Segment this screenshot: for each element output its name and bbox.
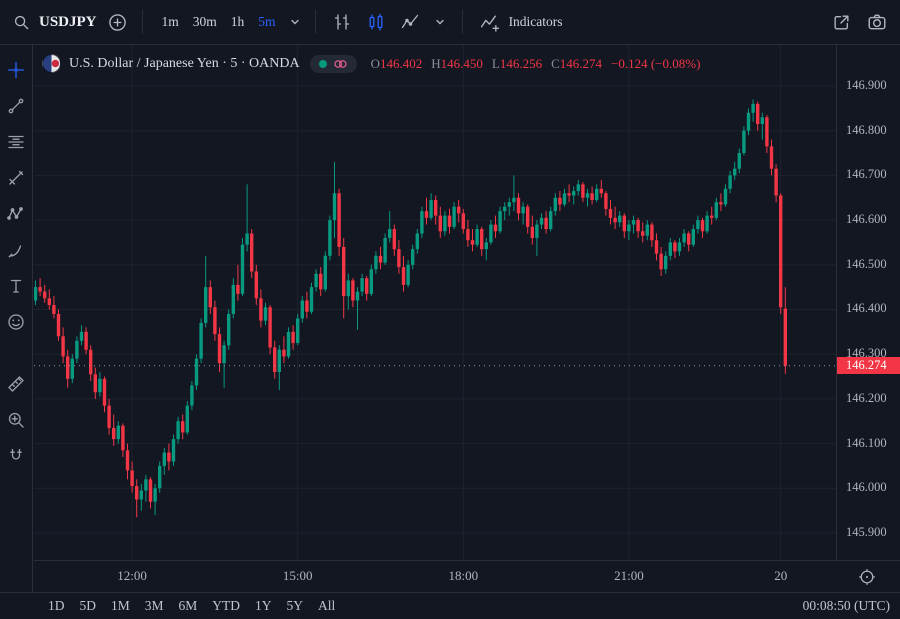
legend-title[interactable]: U.S. Dollar / Japanese Yen · 5 · OANDA [69, 55, 300, 71]
time-axis-label: 12:00 [117, 568, 147, 583]
crosshair-tool[interactable] [4, 58, 28, 82]
range-1D[interactable]: 1D [48, 598, 65, 613]
symbol-button[interactable]: USDJPY [39, 13, 97, 30]
clock[interactable]: 00:08:50 (UTC) [802, 598, 890, 613]
chart-region: U.S. Dollar / Japanese Yen · 5 · OANDA O… [34, 45, 900, 592]
fib-retracement-tool[interactable] [4, 130, 28, 154]
toolbar-divider [461, 10, 463, 34]
time-axis[interactable]: 12:00 15:00 18:00 21:00 20 [34, 560, 900, 592]
indicators-label: Indicators [508, 14, 563, 29]
range-5D[interactable]: 5D [79, 598, 97, 613]
crosshair-icon [7, 61, 25, 79]
top-toolbar: USDJPY 1m 30m 1h 5m Indicators [0, 0, 900, 45]
range-6M[interactable]: 6M [178, 598, 198, 613]
brush-tool[interactable] [4, 238, 28, 262]
date-range-switcher: 1D 5D 1M 3M 6M YTD 1Y 5Y All [48, 598, 335, 614]
text-icon [10, 279, 22, 293]
indicators-button[interactable]: Indicators [477, 10, 563, 35]
zoom-in-tool[interactable] [4, 408, 28, 432]
low-value: L146.256 [491, 55, 543, 71]
legend-toggle-pill[interactable] [309, 54, 357, 73]
time-axis-label: 18:00 [448, 568, 479, 583]
magnet-tool[interactable] [4, 444, 28, 468]
share-icon[interactable] [829, 10, 854, 35]
range-1Y[interactable]: 1Y [255, 598, 272, 613]
camera-icon[interactable] [864, 9, 890, 35]
emoji-icon [8, 314, 24, 330]
open-value: O146.402 [370, 55, 423, 71]
indicators-icon [477, 10, 502, 35]
price-axis-label: 145.900 [846, 524, 887, 539]
pitchfork-tool[interactable] [4, 166, 28, 190]
area-style-icon[interactable] [398, 10, 422, 34]
change-value: −0.124 (−0.08%) [611, 55, 701, 71]
ohlc-values: O146.402 H146.450 L146.256 C146.274 −0.1… [371, 56, 701, 72]
price-axis[interactable]: 146.274 146.900 146.800 146.700 146.600 146.… [836, 45, 900, 560]
time-axis-label: 21:00 [614, 568, 644, 583]
interval-30m[interactable]: 30m [192, 14, 217, 29]
chart-legend: U.S. Dollar / Japanese Yen · 5 · OANDA O… [42, 54, 700, 73]
trend-line-tool[interactable] [4, 94, 28, 118]
range-3M[interactable]: 3M [144, 598, 164, 613]
toolbar-right-group [829, 9, 890, 35]
axis-settings-icon[interactable] [858, 568, 876, 586]
trend-line-icon [8, 98, 24, 114]
price-axis-label: 146.600 [846, 212, 887, 227]
price-axis-label: 146.000 [846, 480, 887, 495]
patterns-tool[interactable] [4, 202, 28, 226]
price-axis-label: 146.100 [846, 435, 887, 450]
market-open-dot-icon [318, 59, 327, 68]
brush-icon [8, 245, 22, 258]
zoom-in-icon [8, 412, 24, 428]
current-price-label: 146.274 [837, 357, 900, 375]
price-axis-label: 146.800 [846, 122, 887, 137]
chart-style-group [330, 10, 448, 34]
toolbar-divider [314, 10, 316, 34]
candlestick-chart[interactable] [34, 45, 836, 560]
price-axis-label: 146.500 [846, 256, 887, 271]
fib-retracement-icon [8, 135, 24, 149]
price-axis-label: 146.900 [846, 77, 887, 92]
interval-1m[interactable]: 1m [161, 14, 179, 29]
measure-icon [8, 376, 24, 392]
interval-switcher: 1m 30m 1h 5m [155, 11, 283, 33]
plus-circle-icon[interactable] [105, 10, 130, 35]
range-5Y[interactable]: 5Y [286, 598, 304, 613]
close-value: C146.274 [551, 55, 602, 71]
high-value: H146.450 [431, 55, 483, 71]
chevron-down-icon[interactable] [287, 14, 303, 30]
search-icon[interactable] [10, 11, 33, 34]
range-All[interactable]: All [318, 598, 336, 613]
flag-usdjpy-icon [42, 54, 61, 73]
toolbar-divider [141, 10, 143, 34]
time-axis-label: 15:00 [282, 568, 313, 583]
time-axis-label: 20 [774, 568, 788, 583]
patterns-icon [7, 207, 23, 220]
chevron-down-icon[interactable] [432, 14, 448, 30]
price-axis-label: 146.300 [846, 346, 887, 361]
bars-style-icon[interactable] [330, 10, 354, 34]
measure-tool[interactable] [4, 372, 28, 396]
waves-icon [333, 58, 348, 70]
text-tool[interactable] [4, 274, 28, 298]
emoji-tool[interactable] [4, 310, 28, 334]
bottom-toolbar: 1D 5D 1M 3M 6M YTD 1Y 5Y All 00:08:50 (UTC) [0, 592, 900, 619]
price-axis-label: 146.700 [846, 167, 887, 182]
interval-5m[interactable]: 5m [258, 14, 276, 29]
candles-style-icon[interactable] [364, 10, 388, 34]
price-axis-label: 146.200 [846, 390, 887, 405]
pitchfork-icon [9, 170, 24, 185]
range-1M[interactable]: 1M [111, 598, 130, 613]
magnet-icon [10, 448, 22, 460]
price-axis-label: 146.400 [846, 301, 887, 316]
drawing-toolbar [0, 45, 33, 592]
interval-1h[interactable]: 1h [230, 14, 245, 29]
range-YTD[interactable]: YTD [212, 598, 241, 613]
